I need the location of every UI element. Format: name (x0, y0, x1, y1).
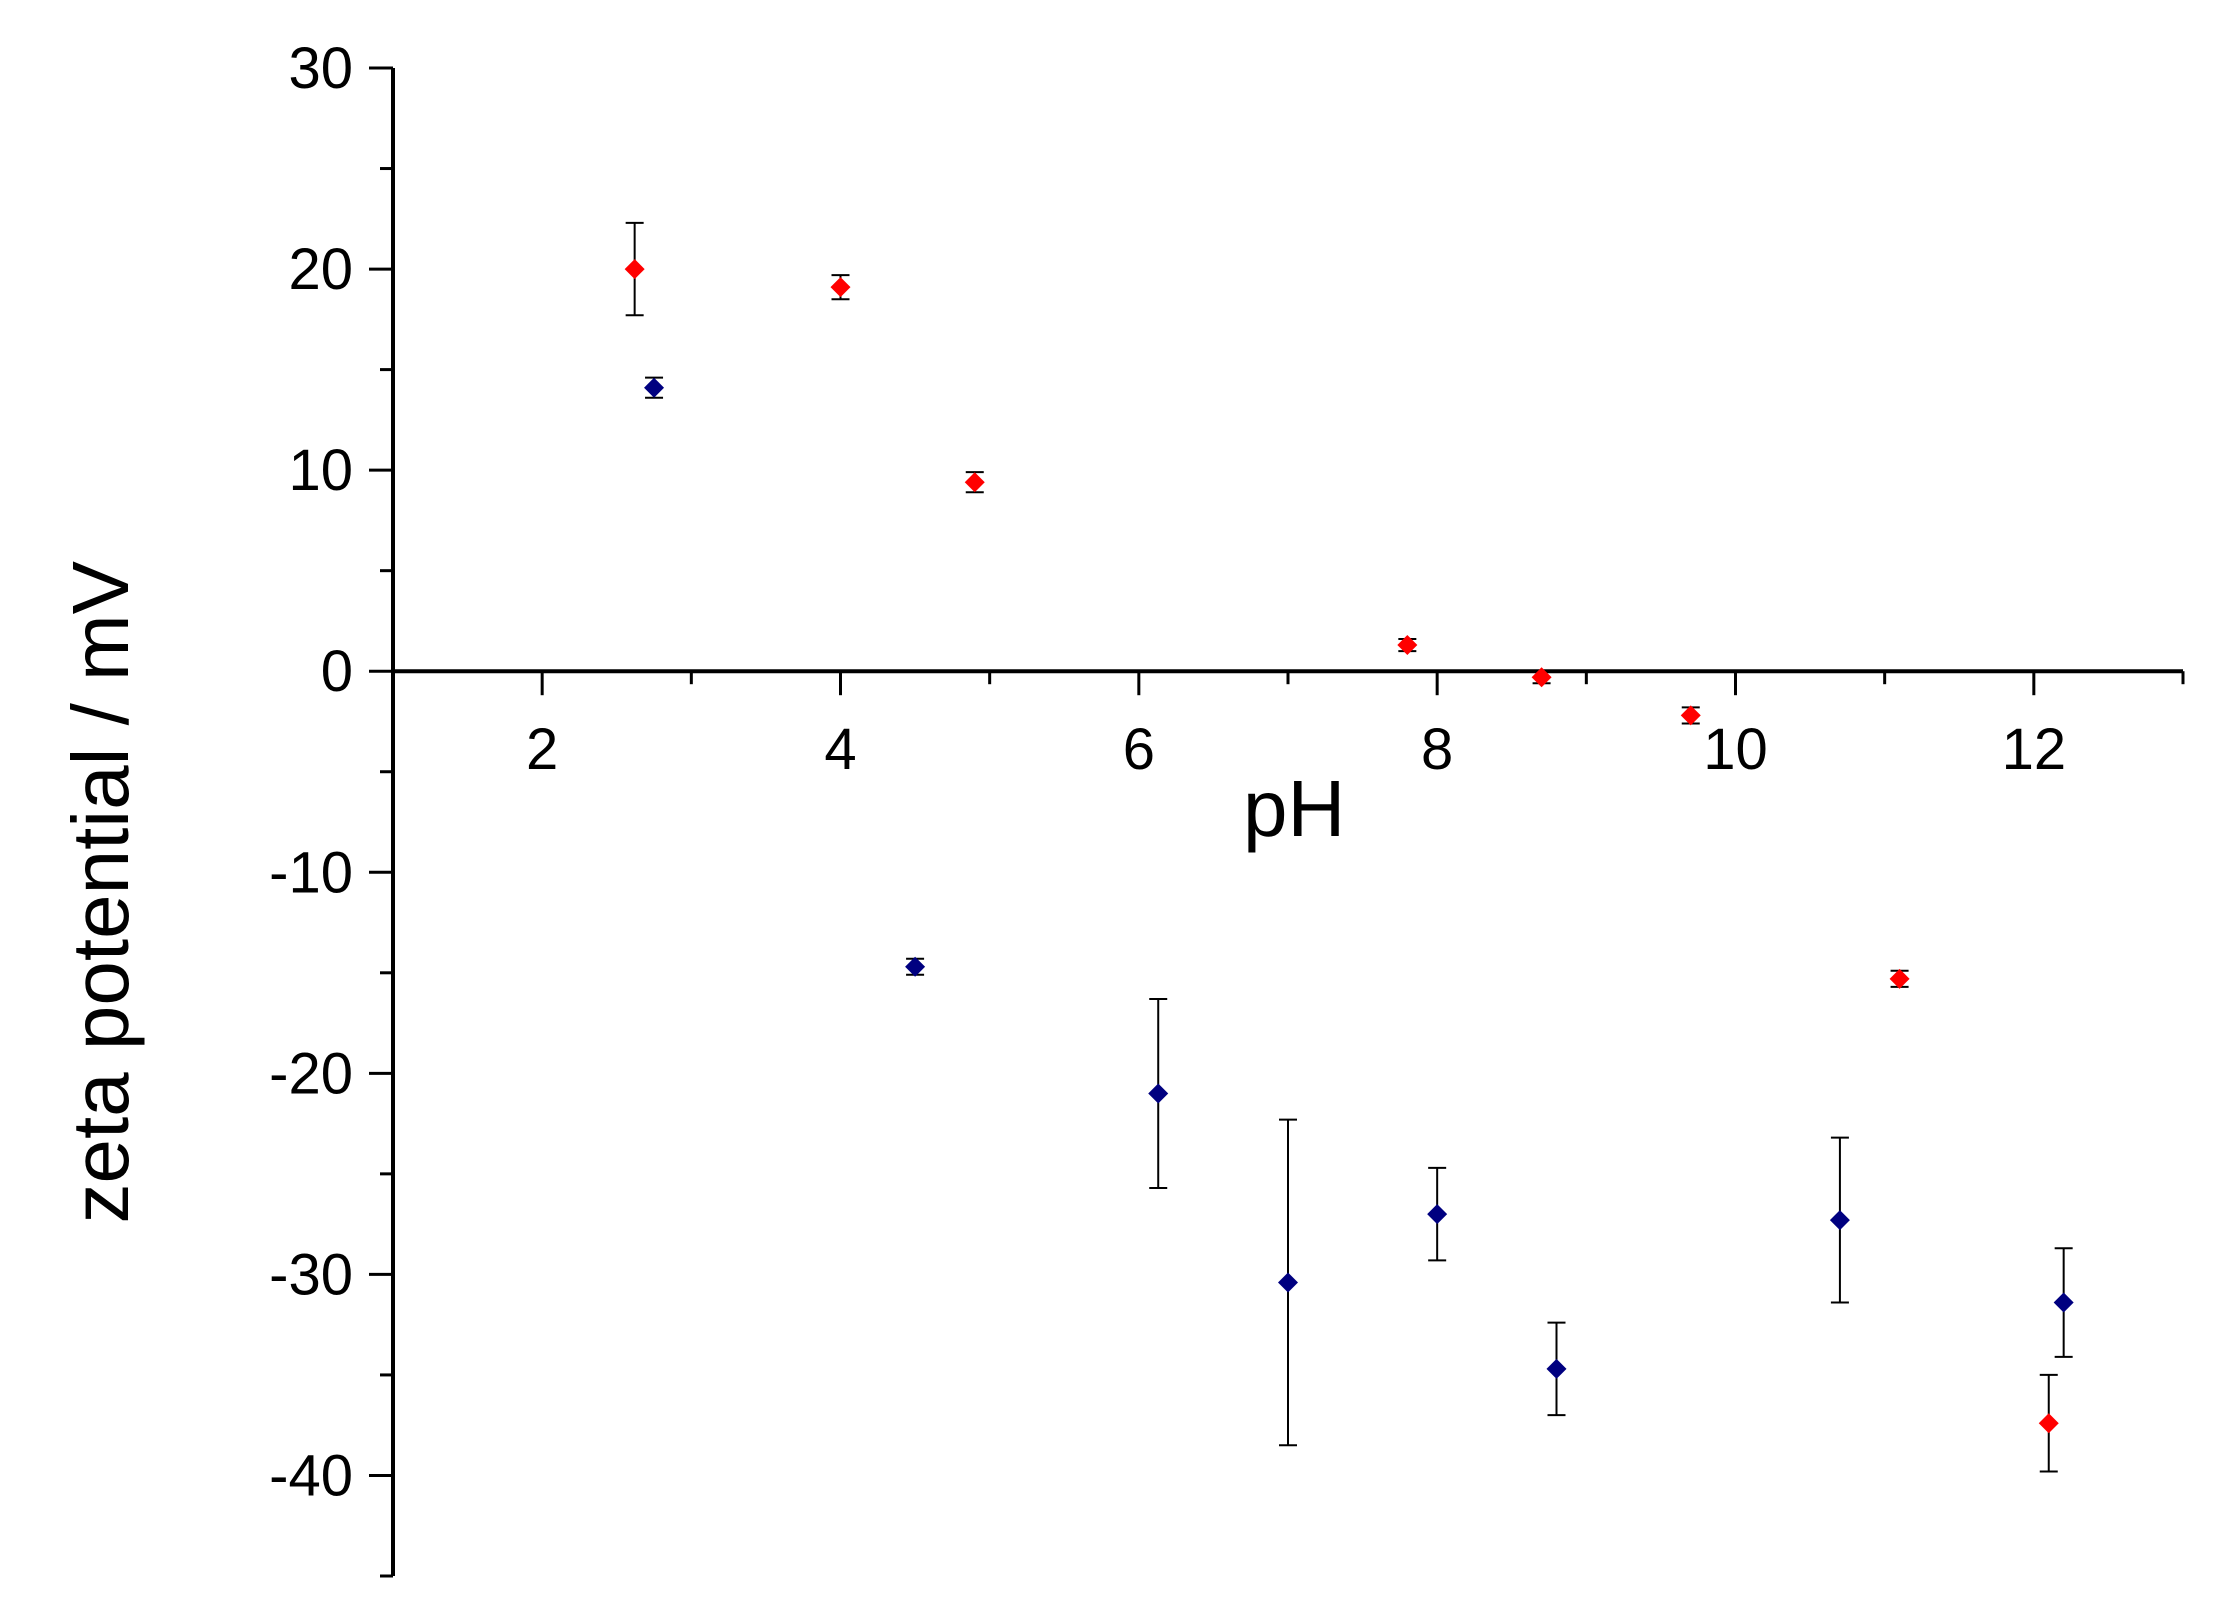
data-point (1397, 635, 1418, 656)
y-tick-label: 20 (288, 237, 353, 302)
data-points (624, 259, 2074, 1434)
data-point (1546, 1358, 1567, 1379)
x-tick-label: 10 (1703, 717, 1768, 782)
x-tick-label: 12 (2002, 717, 2067, 782)
data-point (905, 956, 926, 977)
data-point (1829, 1210, 1850, 1231)
y-axis-title: zeta potential / mV (56, 560, 145, 1223)
data-point (644, 377, 665, 398)
data-point (1680, 705, 1701, 726)
y-axis-ticks: -40 -30 -20 -10 0 10 20 30 (269, 36, 393, 1578)
data-point (830, 277, 851, 298)
x-tick-label: 4 (824, 717, 856, 782)
y-tick-label: -10 (269, 840, 353, 905)
data-point (1427, 1204, 1448, 1225)
x-tick-label: 2 (526, 717, 558, 782)
data-point (964, 472, 985, 493)
x-axis-title: pH (1243, 764, 1345, 853)
y-tick-label: -20 (269, 1041, 353, 1106)
data-point (2053, 1292, 2074, 1313)
data-point (1531, 667, 1552, 688)
y-tick-label: -30 (269, 1242, 353, 1307)
data-point (2038, 1413, 2059, 1434)
y-tick-label: 10 (288, 438, 353, 503)
error-bars (625, 221, 2073, 1473)
y-tick-label: 30 (288, 36, 353, 101)
data-point (1148, 1083, 1169, 1104)
data-point (624, 259, 645, 280)
data-point (1889, 968, 1910, 989)
y-tick-label: 0 (321, 639, 353, 704)
x-tick-label: 6 (1123, 717, 1155, 782)
x-axis-ticks: 2 4 6 8 10 12 (526, 671, 2185, 782)
y-tick-label: -40 (269, 1443, 353, 1508)
x-tick-label: 8 (1421, 717, 1453, 782)
data-point (1278, 1272, 1298, 1293)
